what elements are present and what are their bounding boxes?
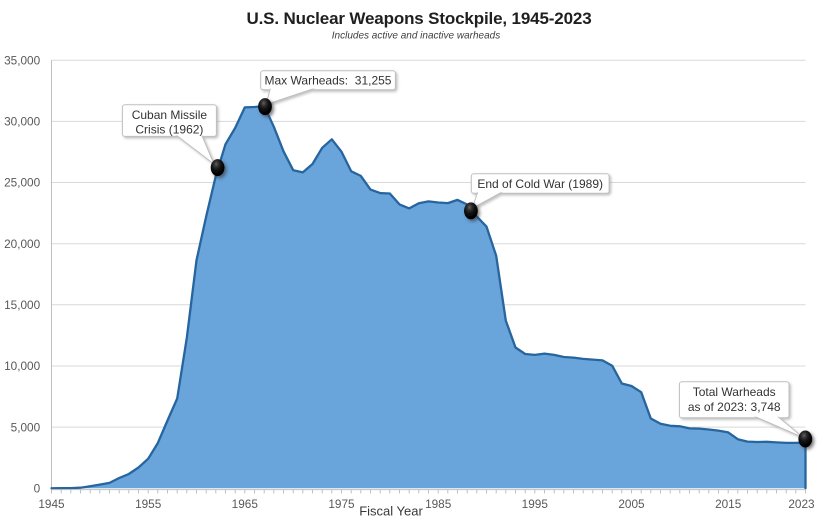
svg-text:Cuban Missile: Cuban Missile (132, 108, 208, 122)
svg-text:Fiscal Year: Fiscal Year (359, 504, 423, 519)
svg-text:End of Cold War (1989): End of Cold War (1989) (477, 177, 603, 191)
svg-text:Crisis (1962): Crisis (1962) (135, 122, 203, 136)
svg-text:1985: 1985 (425, 497, 452, 511)
svg-text:U.S. Nuclear Weapons Stockpile: U.S. Nuclear Weapons Stockpile, 1945-202… (246, 9, 591, 28)
svg-text:2005: 2005 (618, 497, 645, 511)
svg-text:0: 0 (34, 482, 41, 496)
svg-text:1945: 1945 (38, 497, 65, 511)
svg-text:30,000: 30,000 (4, 115, 41, 129)
svg-text:Max Warheads: 31,255: Max Warheads: 31,255 (265, 74, 392, 88)
svg-text:25,000: 25,000 (4, 176, 41, 190)
svg-text:as of 2023: 3,748: as of 2023: 3,748 (688, 400, 781, 414)
svg-text:1975: 1975 (328, 497, 355, 511)
svg-text:35,000: 35,000 (4, 53, 41, 67)
svg-text:1965: 1965 (232, 497, 259, 511)
svg-text:1955: 1955 (135, 497, 162, 511)
svg-text:1995: 1995 (522, 497, 549, 511)
svg-text:15,000: 15,000 (4, 298, 41, 312)
svg-text:5,000: 5,000 (11, 420, 41, 434)
svg-text:Total Warheads: Total Warheads (693, 385, 776, 399)
svg-text:Includes active and inactive w: Includes active and inactive warheads (332, 31, 500, 42)
svg-text:10,000: 10,000 (4, 359, 41, 373)
svg-text:20,000: 20,000 (4, 237, 41, 251)
svg-text:2023: 2023 (788, 497, 815, 511)
svg-text:2015: 2015 (715, 497, 742, 511)
